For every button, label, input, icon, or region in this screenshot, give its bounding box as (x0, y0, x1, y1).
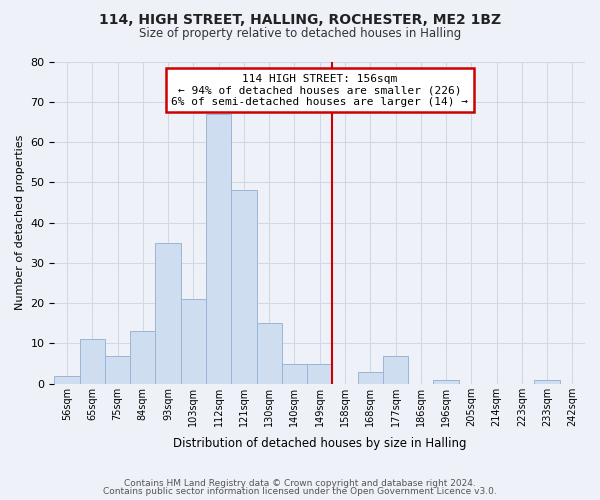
Bar (181, 299, 206, 384)
Bar (535, 380, 560, 384)
Text: 114, HIGH STREET, HALLING, ROCHESTER, ME2 1BZ: 114, HIGH STREET, HALLING, ROCHESTER, ME… (99, 12, 501, 26)
Y-axis label: Number of detached properties: Number of detached properties (15, 135, 25, 310)
Bar (383, 356, 408, 384)
Text: Contains HM Land Registry data © Crown copyright and database right 2024.: Contains HM Land Registry data © Crown c… (124, 478, 476, 488)
Bar (155, 243, 181, 384)
Bar (358, 372, 383, 384)
Bar (433, 380, 458, 384)
Bar (307, 364, 332, 384)
X-axis label: Distribution of detached houses by size in Halling: Distribution of detached houses by size … (173, 437, 466, 450)
Bar (80, 340, 105, 384)
Bar (206, 114, 231, 384)
Bar (105, 356, 130, 384)
Text: 114 HIGH STREET: 156sqm
← 94% of detached houses are smaller (226)
6% of semi-de: 114 HIGH STREET: 156sqm ← 94% of detache… (171, 74, 468, 107)
Text: Contains public sector information licensed under the Open Government Licence v3: Contains public sector information licen… (103, 487, 497, 496)
Text: Size of property relative to detached houses in Halling: Size of property relative to detached ho… (139, 28, 461, 40)
Bar (231, 190, 257, 384)
Bar (282, 364, 307, 384)
Bar (257, 324, 282, 384)
Bar (130, 332, 155, 384)
Bar (55, 376, 80, 384)
